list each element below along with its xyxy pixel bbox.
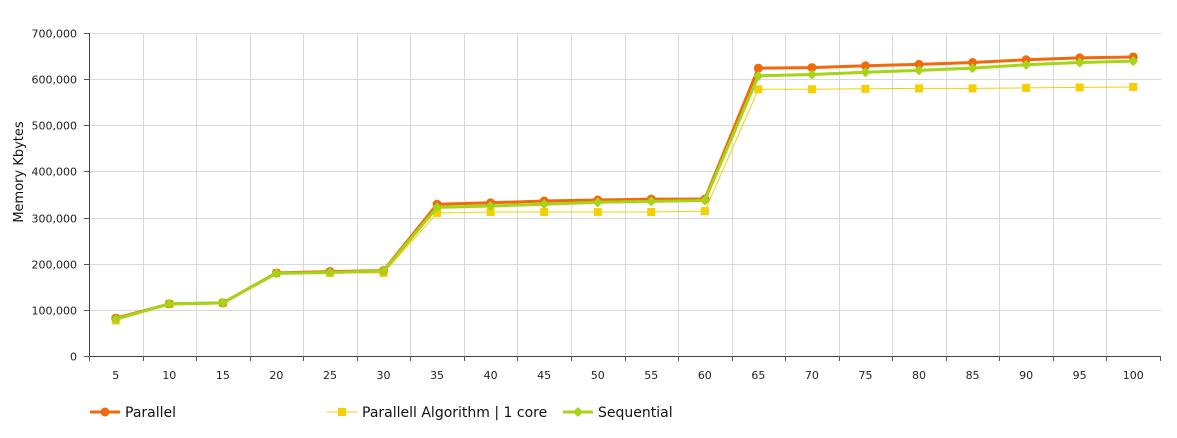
data-point (753, 70, 764, 81)
legend-marker (338, 408, 346, 416)
y-tick-label: 700,000 (32, 28, 78, 41)
data-point (1128, 56, 1139, 67)
data-point (861, 84, 870, 93)
data-point (1129, 82, 1138, 91)
data-point (699, 195, 710, 206)
data-point (647, 208, 656, 217)
x-tick-label: 50 (591, 369, 605, 382)
data-point (806, 69, 817, 80)
x-tick-label: 65 (751, 369, 765, 382)
x-tick-label: 55 (644, 369, 658, 382)
data-point (271, 268, 282, 279)
y-tick-label: 400,000 (32, 166, 78, 179)
y-tick-label: 0 (70, 351, 77, 364)
x-tick-label: 15 (216, 369, 230, 382)
x-tick-label: 95 (1073, 369, 1087, 382)
y-tick-label: 200,000 (32, 259, 78, 272)
legend-label: Parallell Algorithm | 1 core (362, 405, 547, 421)
legend-item[interactable]: Parallell Algorithm | 1 core (327, 405, 547, 421)
data-point (217, 297, 228, 308)
data-point (646, 196, 657, 207)
y-axis-label: Memory Kbytes (12, 121, 27, 223)
data-point (1074, 57, 1085, 68)
x-tick-label: 30 (377, 369, 391, 382)
data-point (807, 85, 816, 94)
x-tick-label: 5 (112, 369, 119, 382)
x-tick-label: 45 (537, 369, 551, 382)
y-tick-label: 300,000 (32, 213, 78, 226)
data-point (592, 197, 603, 208)
series-line (115, 59, 1134, 321)
data-point (164, 298, 175, 309)
y-tick-label: 100,000 (32, 305, 78, 318)
axes (84, 33, 1161, 361)
data-point (378, 266, 389, 277)
y-tick-label: 500,000 (32, 120, 78, 133)
data-point (914, 65, 925, 76)
legend-label: Sequential (598, 405, 673, 421)
data-point (486, 208, 495, 217)
data-point (754, 85, 763, 94)
data-point (593, 208, 602, 217)
legend-label: Parallel (125, 405, 176, 421)
data-point (433, 208, 442, 217)
legend-item[interactable]: Parallel (90, 405, 176, 421)
y-ticks: 0 100,000 200,000 300,000 400,000 500,000 600,… (32, 28, 89, 364)
data-point (324, 267, 335, 278)
x-tick-label: 35 (430, 369, 444, 382)
data-point (968, 84, 977, 93)
data-point (967, 63, 978, 74)
grid (89, 33, 1161, 356)
legend-marker (100, 407, 110, 417)
x-tick-label: 80 (912, 369, 926, 382)
x-tick-label: 20 (269, 369, 283, 382)
series-square (111, 82, 1138, 325)
series-layer (110, 52, 1139, 325)
x-tick-label: 40 (484, 369, 498, 382)
x-ticks: 5 10 15 20 25 30 35 40 45 50 55 60 65 70 75 80 85 90 95 100 (89, 356, 1161, 382)
series-diamond (110, 56, 1139, 325)
data-point (540, 208, 549, 217)
data-point (539, 199, 550, 210)
data-point (860, 67, 871, 78)
data-point (432, 202, 443, 213)
data-point (1022, 83, 1031, 92)
data-point (1021, 59, 1032, 70)
data-point (753, 63, 763, 73)
legend-marker (573, 407, 583, 417)
series-circle (111, 52, 1138, 323)
x-tick-label: 100 (1123, 369, 1144, 382)
data-point (110, 314, 121, 325)
x-tick-label: 10 (162, 369, 176, 382)
x-tick-label: 85 (966, 369, 980, 382)
data-point (915, 84, 924, 93)
legend-item[interactable]: Sequential (563, 405, 673, 421)
y-tick-label: 600,000 (32, 74, 78, 87)
data-point (700, 207, 709, 216)
x-tick-label: 25 (323, 369, 337, 382)
legend[interactable]: Parallel Parallell Algorithm | 1 core Sequ… (90, 405, 673, 421)
x-tick-label: 75 (858, 369, 872, 382)
x-tick-label: 70 (805, 369, 819, 382)
x-tick-label: 90 (1019, 369, 1033, 382)
data-point (485, 201, 496, 212)
data-point (1075, 83, 1084, 92)
x-tick-label: 60 (698, 369, 712, 382)
series-line (115, 86, 1134, 321)
